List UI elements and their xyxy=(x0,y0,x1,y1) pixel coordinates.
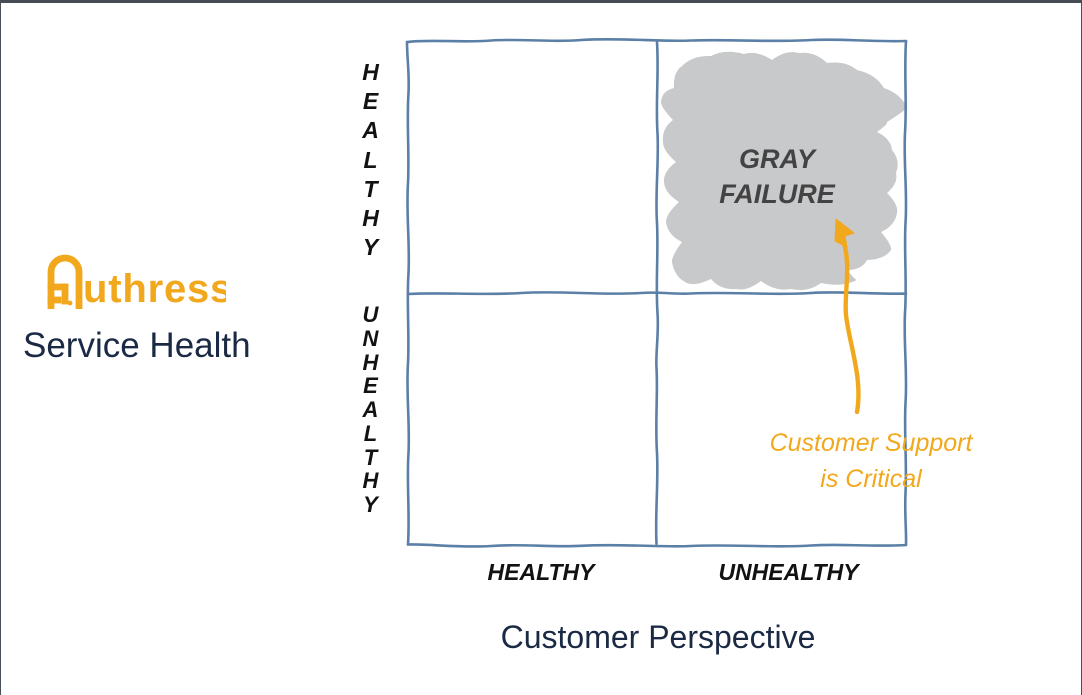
svg-text:GRAY: GRAY xyxy=(739,144,818,174)
svg-text:FAILURE: FAILURE xyxy=(719,179,835,209)
